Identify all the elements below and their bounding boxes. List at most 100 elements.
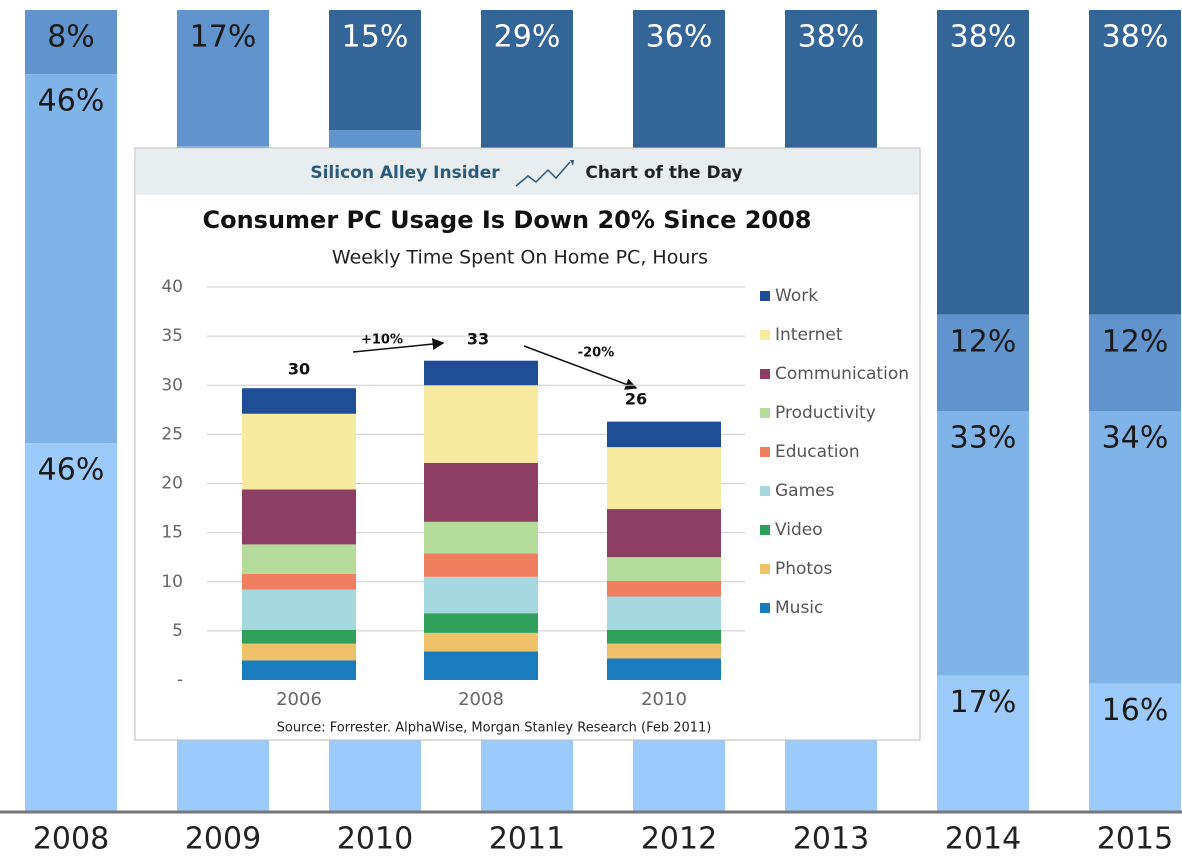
bar-segment — [424, 360, 538, 386]
bar-segment — [242, 388, 356, 414]
legend-swatch — [760, 330, 770, 340]
legend-label: Photos — [775, 559, 832, 579]
bar-segment — [607, 629, 721, 644]
bar-segment — [607, 509, 721, 558]
legend-swatch — [760, 564, 770, 574]
annotation: 30 — [288, 360, 310, 379]
brand-icon — [515, 161, 571, 187]
value-label: 34% — [1102, 421, 1169, 456]
bar-segment — [242, 629, 356, 644]
x-tick-label: 2010 — [641, 689, 687, 710]
bar-segment — [242, 589, 356, 630]
bar-segment — [1089, 683, 1181, 812]
legend-swatch — [760, 486, 770, 496]
y-tick-label: 10 — [161, 572, 183, 592]
bar-segment — [242, 489, 356, 545]
bar-segment — [242, 660, 356, 680]
bar-segment — [937, 10, 1029, 315]
annotation: 26 — [625, 390, 647, 409]
legend-label: Internet — [775, 325, 843, 345]
legend-swatch — [760, 603, 770, 613]
bar-segment — [25, 443, 117, 812]
bar-segment — [607, 643, 721, 659]
x-tick-label: 2012 — [641, 822, 717, 856]
arrow — [352, 338, 445, 353]
y-tick-label: 25 — [161, 424, 183, 444]
value-label: 29% — [494, 20, 561, 55]
brand-icon-head — [570, 160, 574, 166]
value-label: 38% — [798, 20, 865, 55]
value-label: 12% — [950, 324, 1017, 359]
legend-swatch — [760, 369, 770, 379]
legend-swatch — [760, 525, 770, 535]
legend-label: Music — [775, 598, 823, 618]
bar-segment — [25, 10, 117, 75]
legend-swatch — [760, 291, 770, 301]
y-tick-label: 40 — [161, 277, 183, 297]
bar-segment — [242, 413, 356, 490]
inset-chart: Silicon Alley Insider Chart of the Day C… — [134, 147, 921, 741]
legend-label: Communication — [775, 364, 909, 384]
x-tick-label: 2013 — [793, 822, 869, 856]
legend-swatch — [760, 408, 770, 418]
legend-swatch — [760, 447, 770, 457]
inset-subtitle: Weekly Time Spent On Home PC, Hours — [332, 247, 708, 269]
x-tick-label: 2014 — [945, 822, 1021, 856]
annotation: -20% — [578, 346, 615, 361]
bar-segment — [1089, 411, 1181, 684]
x-tick-label: 2010 — [337, 822, 413, 856]
y-tick-label: 30 — [161, 375, 183, 395]
bar-segment — [242, 643, 356, 661]
legend-label: Games — [775, 481, 835, 501]
arrow — [523, 345, 638, 390]
value-label: 16% — [1102, 693, 1169, 728]
bar-segment — [607, 580, 721, 597]
x-tick-label: 2009 — [185, 822, 261, 856]
bar-segment — [424, 385, 538, 463]
bar-segment — [424, 576, 538, 614]
inset-header — [136, 149, 919, 195]
value-label: 17% — [190, 20, 257, 55]
x-tick-label: 2006 — [276, 689, 322, 710]
x-tick-label: 2015 — [1097, 822, 1173, 856]
bar-segment — [937, 314, 1029, 411]
bar-segment — [607, 557, 721, 581]
y-tick-label: 35 — [161, 326, 183, 346]
bar-segment — [25, 74, 117, 444]
bar-segment — [424, 462, 538, 522]
value-label: 17% — [950, 685, 1017, 720]
bar-segment — [937, 411, 1029, 676]
legend-label: Productivity — [775, 403, 876, 423]
annotation: 33 — [467, 330, 489, 349]
bar-segment — [424, 553, 538, 577]
bar-segment — [607, 596, 721, 630]
bar-segment — [937, 675, 1029, 812]
legend-label: Video — [775, 520, 823, 540]
bar-segment — [242, 544, 356, 574]
value-label: 38% — [1102, 20, 1169, 55]
bar-segment — [607, 658, 721, 680]
value-label: 46% — [38, 453, 105, 488]
bar-segment — [329, 10, 421, 131]
inset-title: Consumer PC Usage Is Down 20% Since 2008 — [202, 206, 811, 234]
value-label: 33% — [950, 421, 1017, 456]
bar-segment — [424, 521, 538, 554]
value-label: 15% — [342, 20, 409, 55]
x-tick-label: 2008 — [33, 822, 109, 856]
bar-segment — [607, 421, 721, 448]
feature: Chart of the Day — [585, 163, 742, 183]
bar-segment — [424, 613, 538, 633]
y-tick-label: - — [177, 670, 183, 690]
bar-segment — [242, 573, 356, 590]
bar-segment — [424, 632, 538, 652]
bar-segment — [177, 10, 269, 147]
value-label: 12% — [1102, 324, 1169, 359]
legend-label: Education — [775, 442, 860, 462]
bar-segment — [1089, 10, 1181, 315]
bar-segment — [607, 447, 721, 510]
source: Source: Forrester. AlphaWise, Morgan Sta… — [277, 721, 712, 736]
value-label: 46% — [38, 84, 105, 119]
value-label: 38% — [950, 20, 1017, 55]
